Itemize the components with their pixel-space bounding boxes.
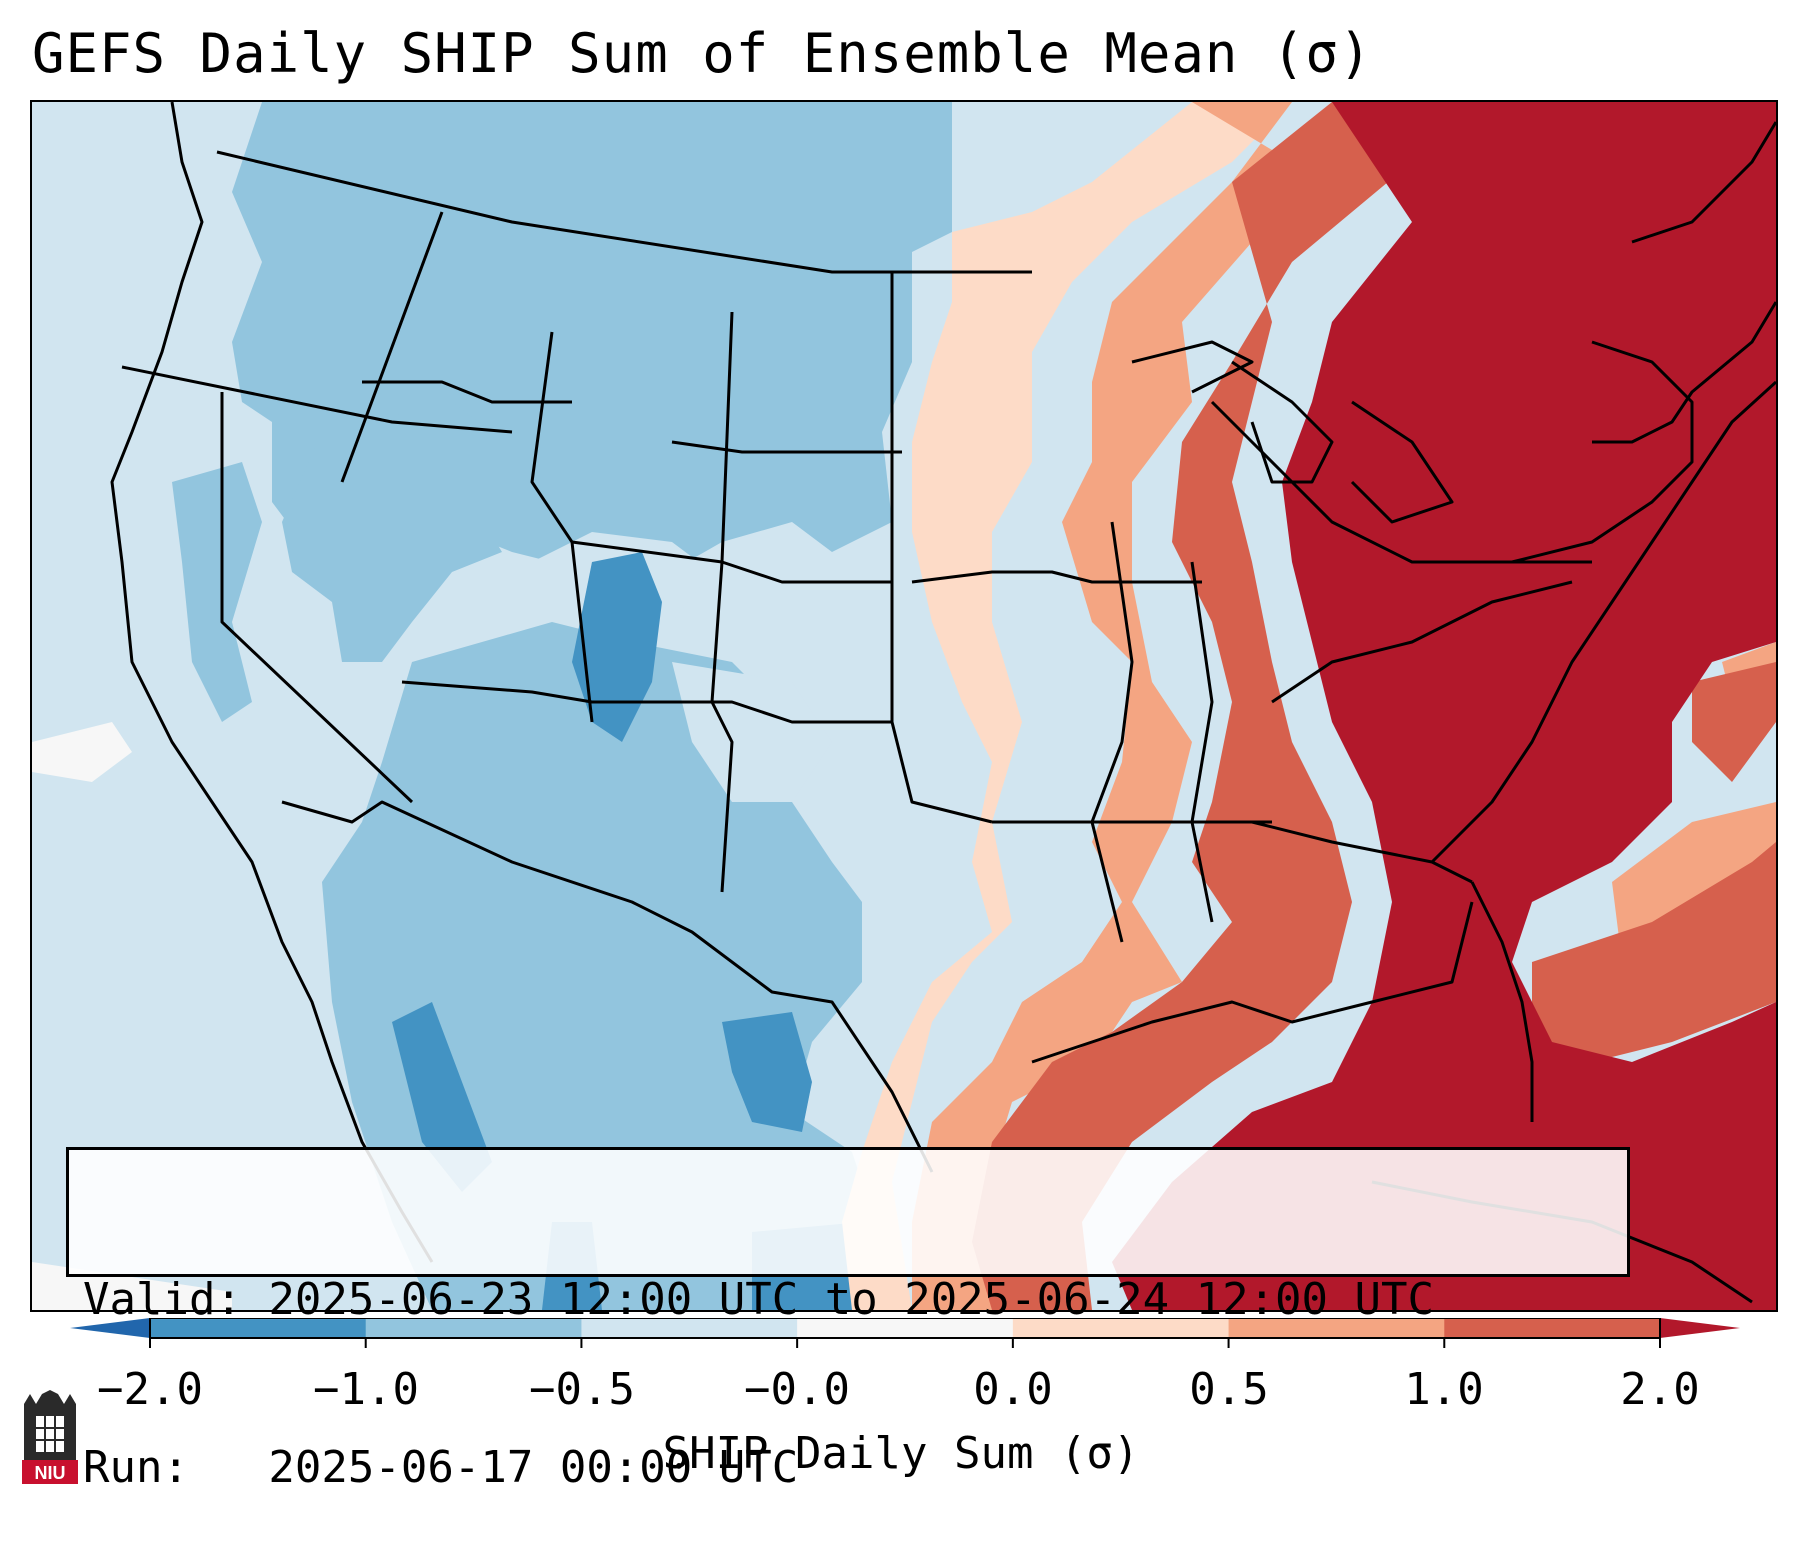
border-ny-pa (1472, 340, 1694, 564)
field-deep-red (1112, 102, 1776, 1310)
logo-tower-top (24, 1390, 76, 1404)
border-ia-mo (911, 570, 1202, 584)
border-ca-nv (220, 392, 414, 804)
colorbar-extend-low (70, 1318, 150, 1338)
colorbar (70, 1318, 1740, 1348)
map-panel (30, 100, 1778, 1312)
border-mt-wy (362, 380, 572, 404)
border-tn-ky-nc (1271, 580, 1573, 704)
border-co-ks (710, 311, 734, 893)
colorbar-tick-label-1: −1.0 (313, 1364, 419, 1415)
colorbar-tick-label-3: −0.0 (744, 1364, 850, 1415)
gulf-coastline (1031, 901, 1474, 1064)
colorbar-tick-label-5: 0.5 (1189, 1364, 1269, 1415)
field-coral-atlantic2 (1692, 662, 1776, 782)
colorbar-bin-1 (365, 1318, 582, 1338)
map-canvas (32, 102, 1776, 1310)
field-dark-blue-baja (392, 1002, 492, 1192)
border-ms-river (1090, 521, 1134, 943)
border-wy-sd (671, 440, 902, 454)
canada-maritime-coast (1631, 121, 1776, 244)
validity-info-box: Valid: 2025-06-23 12:00 UTC to 2025-06-2… (66, 1147, 1630, 1493)
logo-window-grid (36, 1416, 64, 1452)
border-us-mexico (281, 800, 934, 1173)
field-coral-atlantic (1532, 842, 1776, 1062)
colorbar-tick-label-4: 0.0 (973, 1364, 1053, 1415)
field-neutral-patch (32, 722, 132, 782)
border-ga-fl (1192, 820, 1473, 884)
border-or-id (121, 365, 513, 434)
border-ks-mo (890, 272, 993, 824)
great-lakes-superior (1131, 340, 1254, 394)
colorbar-extend-high (1660, 1318, 1740, 1338)
logo-text: NIU (35, 1463, 66, 1483)
colorbar-tick-marks (149, 1338, 1661, 1348)
atlantic-coastline (1430, 380, 1776, 864)
boundary-lines (110, 102, 1776, 1304)
colorbar-tick-label-7: 2.0 (1620, 1364, 1700, 1415)
border-us-canada (216, 150, 1032, 274)
colorbar-bin-4 (1012, 1318, 1230, 1338)
colorbar-bin-5 (1228, 1318, 1445, 1338)
colorbar-label: SHIP Daily Sum (σ) (662, 1428, 1140, 1479)
colorbar-bin-6 (1444, 1318, 1661, 1338)
niu-logo: NIU (22, 1390, 78, 1484)
great-lakes-huron (1350, 400, 1454, 524)
run-time-line: Run: 2025-06-17 00:00 UTC (83, 1442, 799, 1493)
field-dark-blue-mexico (722, 1012, 812, 1132)
field-pink-central (842, 102, 1292, 1310)
logo-window (36, 1416, 64, 1452)
valid-time-line: Valid: 2025-06-23 12:00 UTC to 2025-06-2… (83, 1274, 1435, 1325)
colorbar-tick-label-2: −0.5 (529, 1364, 635, 1415)
colorbar-bin-0 (150, 1318, 367, 1338)
great-lakes-michigan (1231, 360, 1334, 484)
border-al-ga (1190, 561, 1214, 923)
colorbar-tick-label-6: 1.0 (1404, 1364, 1484, 1415)
new-england-coast (1592, 301, 1776, 444)
logo-banner (22, 1460, 78, 1484)
field-blue-nw-interior (282, 402, 502, 662)
florida-coast (1470, 881, 1534, 1122)
field-dark-blue-colorado (572, 552, 662, 742)
colorbar-tick-label-0: −2.0 (97, 1364, 203, 1415)
border-ut-az-co-nm (401, 680, 892, 724)
colorbar-outline (149, 1318, 1661, 1339)
map-title: GEFS Daily SHIP Sum of Ensemble Mean (σ) (32, 22, 1373, 85)
border-wy-ut (530, 331, 594, 723)
field-blue-west (172, 462, 262, 722)
border-id-mt (340, 211, 444, 483)
pacific-coastline (110, 102, 434, 1263)
colorbar-bin-2 (581, 1318, 798, 1338)
colorbar-bins (150, 1318, 1661, 1338)
colorbar-bin-3 (797, 1318, 1014, 1338)
border-co-ks-ne (571, 540, 892, 584)
